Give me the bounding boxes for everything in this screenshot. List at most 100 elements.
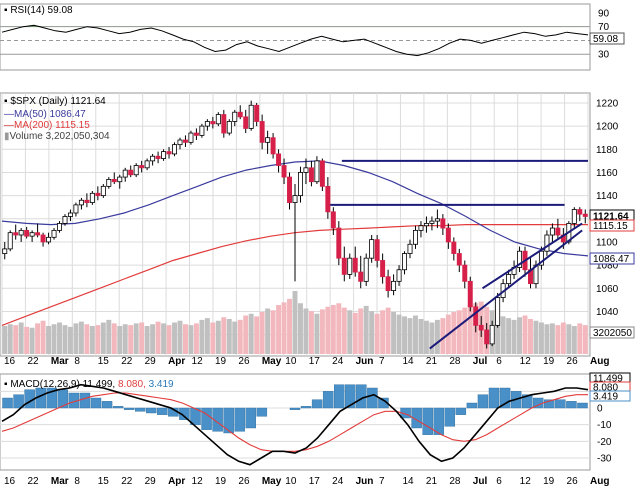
candle bbox=[451, 237, 457, 261]
candle-body bbox=[237, 111, 243, 118]
volume-bar bbox=[188, 325, 194, 354]
x-axis-label: 15 bbox=[98, 356, 110, 367]
volume-bar bbox=[325, 306, 331, 354]
macd-hist-bar bbox=[146, 407, 157, 414]
volume-bar bbox=[117, 326, 123, 354]
ma200-legend: —MA(200) 1115.15 bbox=[4, 120, 90, 131]
candle-body bbox=[155, 155, 161, 159]
x-axis-label: 22 bbox=[27, 356, 39, 367]
volume-bar bbox=[155, 321, 161, 354]
candle bbox=[210, 116, 216, 129]
candle bbox=[330, 207, 336, 236]
macd-hist-bar bbox=[345, 384, 356, 409]
candle-body bbox=[270, 137, 276, 155]
candle bbox=[182, 135, 188, 147]
candle-body bbox=[473, 306, 479, 326]
volume-bar bbox=[51, 324, 57, 354]
x-axis-label: 24 bbox=[332, 356, 344, 367]
x-axis-label: 22 bbox=[121, 356, 133, 367]
x-axis-label: 17 bbox=[309, 356, 321, 367]
candle bbox=[40, 232, 46, 247]
volume-bar bbox=[374, 313, 380, 354]
candle-body bbox=[7, 232, 13, 250]
macd-tick-label: -10 bbox=[597, 420, 612, 431]
volume-bar bbox=[84, 324, 90, 354]
candle bbox=[380, 253, 386, 284]
macd-hist-bar bbox=[477, 394, 489, 409]
volume-bar bbox=[95, 325, 101, 354]
volume-bar bbox=[259, 312, 265, 354]
candle bbox=[517, 246, 523, 273]
macd-hist-bar bbox=[289, 407, 301, 410]
volume-bar bbox=[462, 307, 468, 354]
candle-body bbox=[150, 155, 156, 162]
candle bbox=[2, 241, 8, 260]
volume-bar bbox=[500, 316, 506, 354]
macd-hist-bar bbox=[112, 406, 124, 409]
volume-bar bbox=[2, 326, 8, 354]
volume-bar bbox=[528, 319, 533, 354]
candle-body bbox=[67, 212, 73, 217]
candle-body bbox=[84, 199, 90, 203]
x-axis-label: 19 bbox=[215, 356, 227, 367]
x-axis-label: 6 bbox=[496, 356, 502, 367]
volume-bar bbox=[440, 318, 446, 354]
candle-body bbox=[100, 185, 106, 197]
volume-bar bbox=[89, 326, 95, 354]
candle bbox=[582, 209, 588, 224]
volume-bar bbox=[62, 325, 68, 354]
macd-hist-bar bbox=[223, 407, 234, 434]
candle bbox=[144, 158, 150, 171]
volume-bar bbox=[287, 298, 292, 354]
candle bbox=[111, 172, 117, 185]
candle bbox=[429, 216, 435, 231]
volume-bar bbox=[341, 307, 347, 354]
candle-body bbox=[133, 165, 139, 176]
candle-body bbox=[226, 121, 232, 134]
x-axis-label: 16 bbox=[4, 356, 16, 367]
volume-bar bbox=[538, 322, 544, 354]
candle bbox=[577, 207, 583, 222]
candle-body bbox=[122, 169, 128, 178]
volume-bar bbox=[215, 320, 221, 354]
candle bbox=[155, 151, 161, 164]
x-axis-label: May bbox=[262, 356, 282, 367]
x-axis-label: Aug bbox=[590, 476, 609, 487]
candle-body bbox=[35, 232, 41, 236]
candle-body bbox=[440, 218, 446, 229]
volume-bar bbox=[128, 325, 134, 354]
candle-body bbox=[418, 225, 424, 231]
candle-body bbox=[577, 209, 583, 215]
volume-bar bbox=[161, 323, 167, 354]
macd-hist-bar bbox=[466, 402, 478, 409]
candle-body bbox=[57, 223, 62, 231]
trendline bbox=[429, 229, 583, 350]
candle-body bbox=[319, 160, 325, 187]
candle-body bbox=[341, 257, 347, 275]
candle bbox=[303, 158, 309, 185]
candle bbox=[67, 209, 73, 222]
candle-body bbox=[259, 121, 265, 143]
volume-bar bbox=[237, 319, 243, 354]
price-tick-label: 1180 bbox=[596, 145, 618, 156]
candle bbox=[254, 102, 260, 127]
volume-bar bbox=[319, 309, 325, 354]
volume-bar bbox=[221, 317, 227, 354]
volume-bar bbox=[24, 326, 30, 354]
x-axis-label: 16 bbox=[4, 476, 16, 487]
price-tick-label: 1140 bbox=[596, 191, 618, 202]
x-axis-label: 17 bbox=[309, 476, 321, 487]
candle-body bbox=[407, 243, 413, 254]
macd-hist-bar bbox=[90, 397, 102, 409]
candle-body bbox=[2, 248, 8, 254]
candle bbox=[221, 109, 227, 138]
candle-body bbox=[330, 211, 336, 229]
candle-body bbox=[495, 297, 501, 326]
trendline bbox=[481, 222, 583, 290]
x-axis-label: 12 bbox=[520, 476, 532, 487]
candle-body bbox=[369, 239, 375, 259]
volume-bar bbox=[226, 319, 232, 354]
macd-line bbox=[1, 383, 589, 466]
candle bbox=[95, 186, 101, 201]
